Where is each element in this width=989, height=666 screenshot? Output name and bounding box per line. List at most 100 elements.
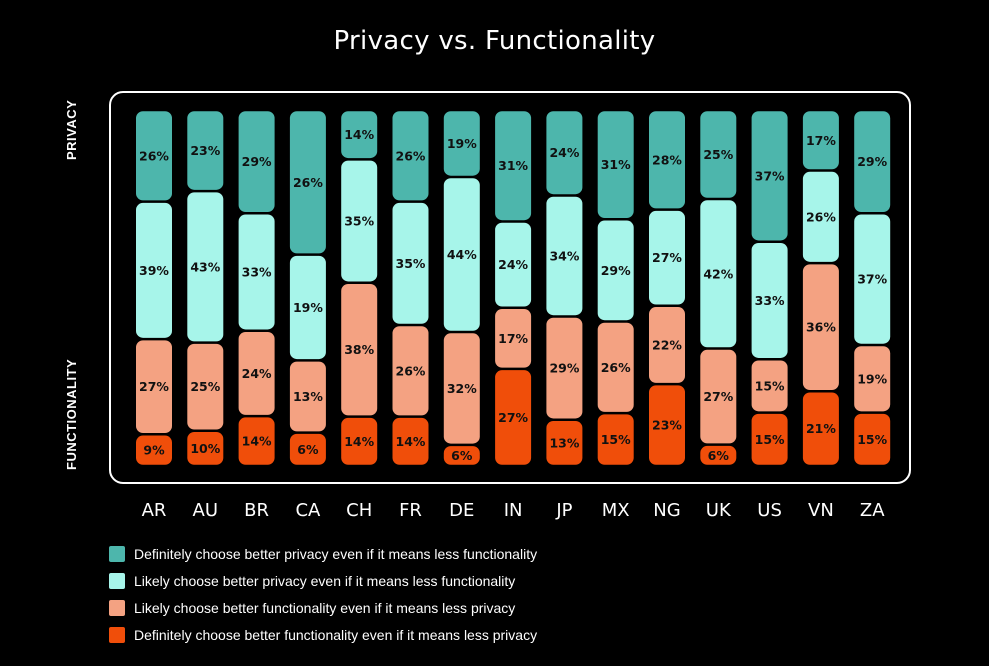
bar-segment-za-2: [854, 346, 891, 412]
data-label: 6%: [708, 448, 730, 463]
category-label: ZA: [860, 500, 885, 521]
data-label: 32%: [447, 381, 477, 396]
data-label: 21%: [806, 421, 836, 436]
data-label: 26%: [806, 209, 836, 224]
data-label: 14%: [242, 434, 272, 449]
bar-segment-de-0: [443, 111, 480, 176]
bar-segment-vn-2: [802, 264, 839, 390]
data-label: 15%: [755, 378, 785, 393]
bar-segment-uk-2: [700, 349, 737, 444]
bar-segment-ar-1: [136, 202, 172, 338]
bar-segment-mx-3: [597, 414, 634, 465]
bar-segment-us-3: [751, 413, 788, 465]
legend-item-likely-functionality: Likely choose better functionality even …: [109, 594, 537, 621]
data-label: 34%: [549, 248, 579, 263]
data-label: 27%: [139, 379, 169, 394]
data-label: 29%: [601, 263, 631, 278]
data-label: 35%: [344, 214, 374, 229]
data-label: 23%: [652, 418, 682, 433]
data-label: 25%: [703, 147, 733, 162]
bar-segment-uk-3: [700, 445, 737, 465]
bar-segment-fr-1: [392, 202, 429, 324]
data-label: 19%: [293, 300, 323, 315]
legend: Definitely choose better privacy even if…: [109, 540, 537, 648]
bar-segment-br-0: [238, 111, 275, 212]
bar-segment-de-3: [443, 446, 480, 465]
data-label: 37%: [755, 168, 785, 183]
legend-item-definitely-functionality: Definitely choose better functionality e…: [109, 621, 537, 648]
data-label: 43%: [190, 259, 220, 274]
legend-label: Likely choose better privacy even if it …: [134, 572, 516, 589]
bar-segment-fr-3: [392, 417, 429, 465]
legend-label: Definitely choose better privacy even if…: [134, 545, 538, 562]
bar-segment-jp-0: [546, 111, 583, 195]
bar-segment-us-2: [751, 360, 788, 412]
category-label: JP: [555, 500, 572, 521]
bar-segment-in-1: [495, 222, 532, 307]
bar-segment-vn-3: [802, 392, 839, 465]
data-label: 27%: [652, 250, 682, 265]
bar-segment-us-0: [751, 111, 788, 241]
data-label: 35%: [396, 256, 426, 271]
bar-segment-ch-0: [341, 111, 378, 159]
bar-segment-za-3: [854, 413, 891, 465]
bar-segment-fr-0: [392, 111, 429, 201]
data-label: 14%: [396, 434, 426, 449]
data-label: 29%: [549, 361, 579, 376]
bar-segment-ch-3: [341, 417, 378, 465]
bar-segment-za-0: [854, 111, 891, 212]
data-label: 15%: [755, 432, 785, 447]
data-label: 26%: [293, 175, 323, 190]
data-label: 26%: [601, 360, 631, 375]
data-label: 31%: [498, 158, 528, 173]
category-label: US: [757, 500, 782, 521]
category-label: DE: [449, 500, 474, 521]
category-label: NG: [653, 500, 680, 521]
bar-segment-vn-1: [802, 171, 839, 262]
data-label: 24%: [498, 257, 528, 272]
legend-item-definitely-privacy: Definitely choose better privacy even if…: [109, 540, 537, 567]
data-label: 15%: [857, 432, 887, 447]
bar-segment-ar-0: [136, 111, 172, 201]
bar-segment-br-1: [238, 214, 275, 330]
data-label: 14%: [344, 434, 374, 449]
bar-segment-ng-3: [649, 385, 685, 465]
data-label: 25%: [190, 379, 220, 394]
category-label: AU: [193, 500, 219, 521]
bar-segment-in-3: [495, 370, 532, 465]
data-label: 10%: [190, 441, 220, 456]
data-label: 6%: [297, 442, 319, 457]
data-label: 14%: [344, 127, 374, 142]
bar-segment-ch-1: [341, 160, 378, 282]
bar-segment-de-2: [443, 333, 480, 444]
bar-segment-ar-3: [136, 435, 172, 465]
category-label: FR: [399, 500, 422, 521]
data-label: 22%: [652, 337, 682, 352]
data-label: 19%: [447, 136, 477, 151]
data-label: 26%: [396, 363, 426, 378]
data-label: 28%: [652, 152, 682, 167]
bar-segment-za-1: [854, 214, 891, 344]
bar-segment-jp-3: [546, 420, 583, 465]
bar-segment-au-1: [187, 192, 224, 342]
category-label: MX: [602, 500, 630, 521]
data-label: 33%: [242, 264, 272, 279]
category-label: IN: [504, 500, 523, 521]
bar-segment-ng-0: [649, 111, 685, 209]
data-label: 15%: [601, 432, 631, 447]
bar-segment-jp-2: [546, 317, 583, 419]
bar-segment-au-0: [187, 111, 224, 190]
data-label: 44%: [447, 247, 477, 262]
bar-segment-mx-0: [597, 111, 634, 219]
category-label: AR: [142, 500, 167, 521]
data-label: 36%: [806, 320, 836, 335]
bar-segment-in-2: [495, 309, 532, 368]
data-label: 37%: [857, 272, 887, 287]
bar-segment-us-1: [751, 242, 788, 358]
data-label: 42%: [703, 266, 733, 281]
bar-segment-jp-1: [546, 196, 583, 316]
bar-segment-vn-0: [802, 111, 839, 170]
plot-frame: [109, 91, 911, 484]
bar-segment-ar-2: [136, 340, 172, 434]
legend-swatch: [109, 599, 125, 616]
